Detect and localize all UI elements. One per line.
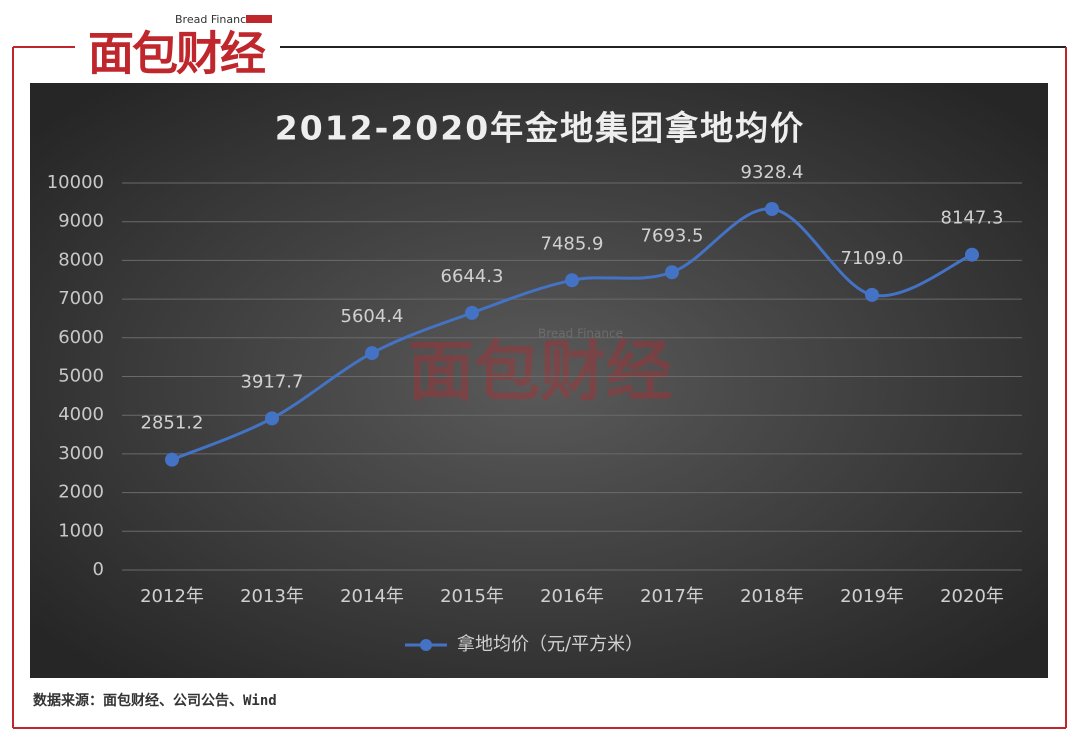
source-note: 数据来源：面包财经、公司公告、Wind (33, 692, 277, 709)
logo-bar (246, 15, 272, 23)
logo-brand: 面包财经 (88, 27, 266, 81)
data-label: 3917.7 (241, 371, 304, 392)
data-point (465, 305, 479, 320)
data-label: 7109.0 (841, 248, 904, 269)
logo-tagline: Bread Finance (175, 13, 253, 26)
data-label: 2851.2 (141, 413, 204, 434)
data-label: 8147.3 (941, 208, 1004, 229)
data-label: 7693.5 (641, 225, 704, 246)
y-tick-label: 8000 (58, 249, 104, 270)
legend-marker (420, 639, 432, 651)
data-label: 6644.3 (441, 266, 504, 287)
x-tick-label: 2018年 (740, 586, 804, 607)
x-tick-label: 2019年 (840, 586, 904, 607)
y-tick-label: 3000 (58, 443, 104, 464)
data-point (865, 287, 879, 302)
data-label: 7485.9 (541, 233, 604, 254)
data-point (165, 452, 179, 467)
data-point (365, 346, 379, 361)
plot: 0 1000 2000 3000 4000 5000 6000 7000 8000 9000 100… (47, 162, 1022, 655)
data-point (765, 201, 779, 216)
y-tick-label: 4000 (58, 404, 104, 425)
y-tick-label: 10000 (47, 172, 104, 193)
chart-title: 2012-2020年金地集团拿地均价 (275, 109, 805, 148)
chart-background (30, 83, 1048, 678)
data-point (565, 273, 579, 288)
x-tick-label: 2012年 (140, 586, 204, 607)
x-tick-label: 2013年 (240, 586, 304, 607)
data-point (965, 247, 979, 262)
watermark: 面包财经 Bread Finance (408, 327, 672, 411)
data-point (265, 411, 279, 426)
x-tick-label: 2015年 (440, 586, 504, 607)
data-label: 5604.4 (341, 306, 404, 327)
data-label: 9328.4 (741, 162, 804, 183)
x-tick-label: 2020年 (940, 586, 1004, 607)
y-tick-label: 0 (93, 559, 104, 580)
y-tick-label: 2000 (58, 482, 104, 503)
y-tick-label: 9000 (58, 211, 104, 232)
x-tick-label: 2016年 (540, 586, 604, 607)
y-tick-label: 5000 (58, 366, 104, 387)
watermark-brand: 面包财经 (408, 333, 672, 410)
data-point (665, 265, 679, 280)
x-tick-label: 2017年 (640, 586, 704, 607)
watermark-tagline: Bread Finance (538, 327, 623, 341)
y-tick-label: 1000 (58, 520, 104, 541)
y-tick-label: 7000 (58, 288, 104, 309)
y-tick-label: 6000 (58, 327, 104, 348)
legend-label: 拿地均价（元/平方米） (457, 633, 643, 655)
x-tick-label: 2014年 (340, 586, 404, 607)
